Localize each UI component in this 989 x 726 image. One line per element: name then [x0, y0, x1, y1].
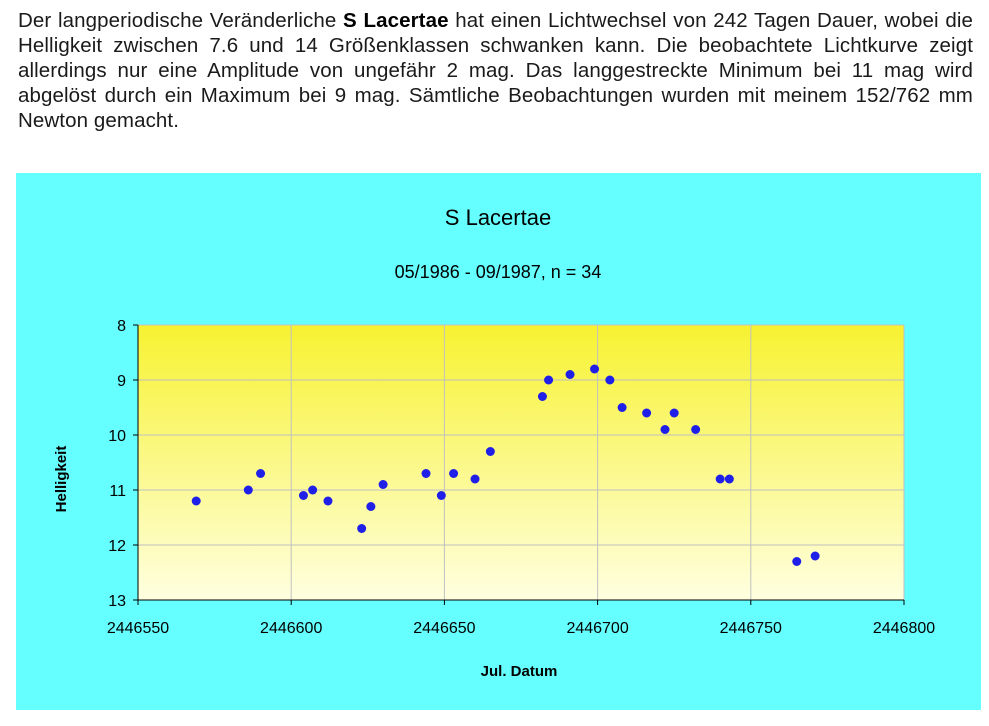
data-point — [544, 375, 554, 385]
data-point — [724, 474, 734, 484]
y-tick-label: 9 — [117, 373, 126, 390]
data-point — [660, 425, 670, 434]
data-point — [715, 474, 725, 484]
x-tick-label: 2446550 — [107, 620, 169, 637]
data-point — [590, 364, 600, 374]
star-name: S Lacertae — [343, 9, 449, 32]
data-point — [642, 408, 652, 418]
data-point — [449, 469, 459, 478]
y-axis-label: Helligkeit — [53, 446, 70, 513]
chart-area: 8 9 10 11 12 13 2446550 2446600 2446650 2446700 24… — [16, 173, 981, 710]
y-tick-label: 10 — [108, 428, 126, 445]
data-point — [605, 375, 615, 385]
x-tick-label: 2446700 — [566, 620, 628, 637]
data-point — [485, 447, 495, 456]
data-point — [256, 469, 266, 478]
x-tick-label: 2446800 — [873, 620, 935, 637]
intro-text-rest: hat einen Lichtwechsel von 242 Tagen Dau… — [18, 9, 974, 132]
x-tick-label: 2446600 — [260, 620, 322, 637]
plot-background — [138, 325, 904, 600]
axes — [133, 324, 905, 605]
x-tick-label: 2446750 — [720, 620, 782, 637]
data-point — [323, 496, 333, 506]
data-point — [308, 485, 318, 495]
x-tick-label: 2446650 — [413, 620, 475, 637]
data-points — [191, 364, 820, 566]
tick-labels: 8 9 10 11 12 13 2446550 2446600 2446650 2446700 24… — [107, 318, 935, 637]
x-axis-label: Jul. Datum — [481, 663, 558, 680]
data-point — [792, 557, 802, 566]
chart-subtitle: 05/1986 - 09/1987, n = 34 — [395, 262, 602, 282]
data-point — [669, 408, 679, 418]
y-tick-label: 12 — [108, 538, 126, 555]
data-point — [298, 491, 308, 500]
data-point — [617, 403, 627, 412]
y-tick-label: 13 — [108, 593, 126, 610]
data-point — [537, 392, 547, 401]
data-point — [470, 474, 480, 484]
chart-title: S Lacertae — [445, 205, 551, 230]
data-point — [243, 485, 253, 495]
data-point — [378, 480, 388, 489]
data-point — [421, 469, 431, 478]
data-point — [436, 491, 446, 500]
data-point — [357, 524, 367, 533]
data-point — [691, 425, 701, 434]
data-point — [810, 551, 820, 561]
intro-text-start: Der langperiodische Veränderliche — [18, 9, 344, 32]
intro-paragraph: Der langperiodische Veränderliche S Lace… — [18, 8, 973, 133]
y-tick-label: 8 — [117, 318, 126, 335]
data-point — [366, 502, 376, 511]
y-tick-label: 11 — [109, 483, 126, 500]
data-point — [191, 496, 201, 506]
light-curve-chart: 8 9 10 11 12 13 2446550 2446600 2446650 2446700 24… — [53, 205, 935, 680]
data-point — [565, 370, 575, 379]
